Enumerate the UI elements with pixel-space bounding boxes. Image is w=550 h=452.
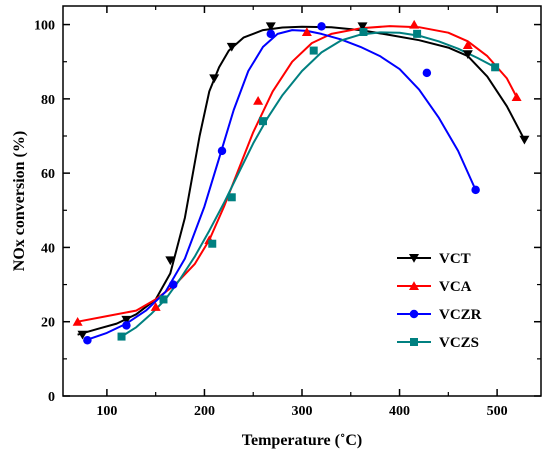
data-point-vczs <box>309 46 318 55</box>
data-point-vczs <box>491 63 500 72</box>
legend-label-vczs: VCZS <box>439 335 479 351</box>
legend-marker-vczr <box>409 309 419 319</box>
y-tick-label: 100 <box>34 19 55 34</box>
y-tick-label: 20 <box>41 316 55 331</box>
data-point-vca <box>150 302 161 311</box>
legend-marker-vct <box>409 254 419 263</box>
data-point-vca <box>511 92 522 101</box>
data-point-vct <box>519 135 530 145</box>
data-point-vct <box>121 315 132 325</box>
data-point-vca <box>253 95 264 105</box>
y-tick-label: 40 <box>41 241 55 256</box>
data-point-vct <box>265 22 276 32</box>
data-point-vczr <box>422 68 432 78</box>
data-point-vczs <box>117 332 126 341</box>
data-point-vca <box>72 316 83 326</box>
data-point-vczs <box>258 117 267 126</box>
data-point-vczs <box>159 295 168 304</box>
data-point-vct <box>226 42 237 52</box>
x-tick-label: 200 <box>194 404 215 419</box>
data-point-vct <box>209 74 220 84</box>
x-tick-label: 400 <box>389 404 410 419</box>
legend-label-vct: VCT <box>439 251 471 267</box>
data-point-vczs <box>208 239 217 248</box>
y-axis-title: NOx conversion (%) <box>11 131 28 271</box>
data-point-vct <box>462 50 473 60</box>
data-point-vczs <box>413 29 422 38</box>
y-tick-label: 80 <box>41 93 55 108</box>
x-tick-label: 500 <box>487 404 508 419</box>
data-point-vca <box>301 27 312 36</box>
x-tick-label: 100 <box>96 404 117 419</box>
plot-axes: 100 200 300 400 500 0 20 40 60 80 100 Temperature (… <box>11 5 542 449</box>
legend-marker-vca <box>409 281 419 290</box>
legend-label-vca: VCA <box>439 279 472 295</box>
series-line-vca <box>77 25 518 323</box>
data-point-vczr <box>168 280 178 289</box>
legend-label-vczr: VCZR <box>439 307 482 323</box>
y-tick-label: 60 <box>41 167 55 182</box>
data-point-vct <box>357 22 368 32</box>
y-tick-label: 0 <box>48 390 55 405</box>
data-point-vczs <box>227 193 236 202</box>
legend-marker-vczs <box>410 338 418 346</box>
data-point-vca <box>462 40 473 49</box>
data-point-vca <box>409 19 420 29</box>
data-point-vczr <box>266 29 276 39</box>
data-point-vct <box>77 330 88 340</box>
legend: VCT VCA VCZR VCZS <box>397 251 482 351</box>
data-point-vct <box>165 256 176 266</box>
data-point-vczr <box>471 185 480 195</box>
data-point-vczr <box>122 321 131 330</box>
data-point-vczr <box>83 336 92 345</box>
data-point-vczr <box>317 22 326 31</box>
x-axis-title: Temperature (˚C) <box>242 432 362 449</box>
data-point-vczr <box>217 146 227 156</box>
x-tick-label: 300 <box>292 404 313 419</box>
data-point-vczs <box>359 28 368 36</box>
series-markers <box>72 19 530 345</box>
series-line-vczr <box>85 29 477 342</box>
